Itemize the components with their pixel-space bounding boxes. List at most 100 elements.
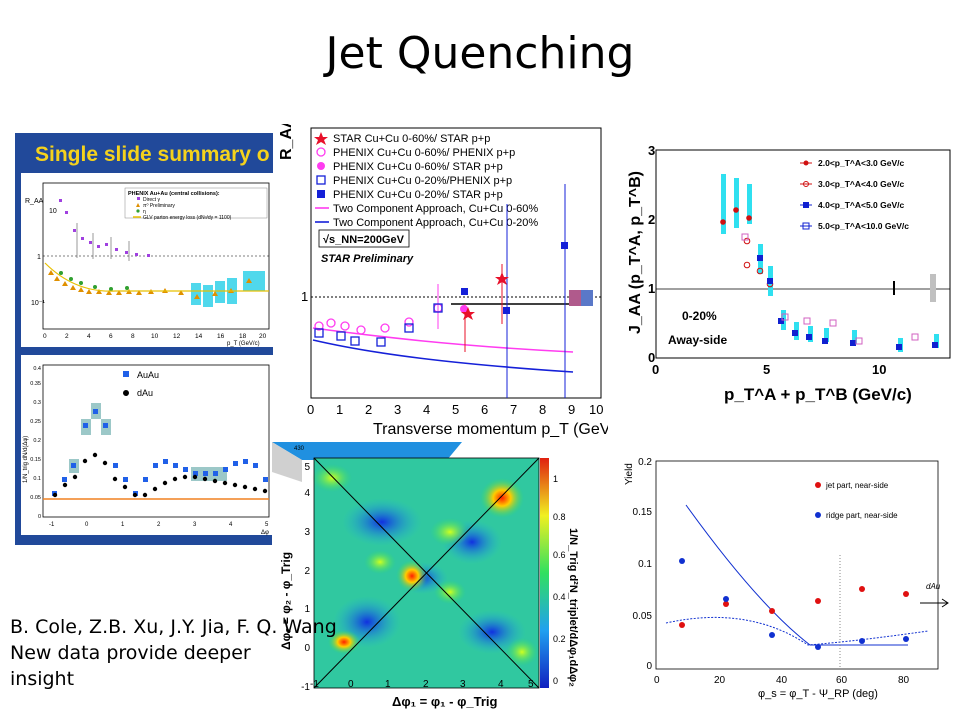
svg-text:-1: -1 xyxy=(301,682,310,693)
svg-text:3: 3 xyxy=(460,679,466,690)
raa-ytick-0.1: 10⁻¹ xyxy=(31,300,45,307)
svg-text:0.1: 0.1 xyxy=(33,476,41,482)
dphi-xticks: -1 0 1 2 3 4 5 xyxy=(49,522,269,528)
jaa-legend: 2.0<p_T^A<3.0 GeV/c 3.0<p_T^A<4.0 GeV/c … xyxy=(800,158,909,231)
two-comp-020-curve xyxy=(312,339,574,373)
legend-text-jaa-2: 3.0<p_T^A<4.0 GeV/c xyxy=(818,179,905,189)
jaa-series-3 xyxy=(757,255,938,350)
citation-caption: B. Cole, Z.B. Xu, J.Y. Jia, F. Q. Wang N… xyxy=(10,614,340,692)
energy-label: √s_NN=200GeV xyxy=(323,234,405,246)
svg-text:2: 2 xyxy=(157,522,161,528)
jaa-series-4 xyxy=(741,233,919,345)
svg-text:0: 0 xyxy=(43,333,47,340)
raa-ytick-1: 1 xyxy=(37,254,41,261)
svg-text:0: 0 xyxy=(646,661,652,672)
yield-legend: jet part, near-side ridge part, near-sid… xyxy=(815,481,898,520)
legend-text-jet: jet part, near-side xyxy=(825,481,889,490)
yield-axes-frame xyxy=(655,460,939,670)
glv-curve xyxy=(44,262,269,292)
svg-text:40: 40 xyxy=(776,675,788,686)
svg-text:0: 0 xyxy=(652,362,659,377)
svg-text:0.05: 0.05 xyxy=(633,611,653,622)
svg-text:4: 4 xyxy=(498,679,504,690)
raa-legend-box xyxy=(124,187,268,219)
summary-banner: Single slide summary o xyxy=(35,143,270,166)
legend-marker-dau xyxy=(123,390,129,396)
legend-marker-direct-gamma xyxy=(137,197,140,200)
svg-text:5: 5 xyxy=(528,679,534,690)
legend-marker-phenix-060-star xyxy=(317,162,325,170)
z-colorbar xyxy=(540,458,549,688)
raa-eta-points xyxy=(59,271,129,291)
slide-title: Jet Quenching xyxy=(325,28,635,79)
legend-text-pi0: π⁰ Preliminary xyxy=(143,203,175,209)
dphi-yticks: 0 0.05 0.1 0.15 0.2 0.25 0.3 0.35 0.4 xyxy=(30,366,41,520)
jet-points xyxy=(679,586,909,628)
corr-ylabel: Δφ₂ = φ₂ - φ_Trig xyxy=(279,552,293,650)
svg-text:1: 1 xyxy=(648,281,655,296)
svg-text:4: 4 xyxy=(87,333,91,340)
legend-text-jaa-3: 4.0<p_T^A<5.0 GeV/c xyxy=(818,200,905,210)
svg-text:0: 0 xyxy=(85,522,89,528)
svg-text:9: 9 xyxy=(568,402,575,417)
svg-text:1: 1 xyxy=(304,604,310,615)
legend-marker-pi0 xyxy=(136,203,140,207)
jaa-side: Away-side xyxy=(668,333,727,347)
svg-text:0.2: 0.2 xyxy=(33,438,41,444)
z-ticks: 0 0.2 0.4 0.6 0.8 1 xyxy=(553,474,566,686)
svg-text:2: 2 xyxy=(65,333,69,340)
svg-text:1: 1 xyxy=(336,402,343,417)
legend-text-phenix-020-phenix: PHENIX Cu+Cu 0-20%/PHENIX p+p xyxy=(333,175,512,187)
raa-legend-items: Direct γ π⁰ Preliminary η GLV parton ene… xyxy=(133,197,232,221)
legend-marker-phenix-060-phenix xyxy=(316,147,326,157)
svg-text:-1: -1 xyxy=(310,679,319,690)
svg-text:6: 6 xyxy=(109,333,113,340)
ridge-points xyxy=(679,558,909,650)
jaa-axes-frame xyxy=(655,149,951,359)
svg-text:10: 10 xyxy=(151,333,159,340)
svg-text:0.35: 0.35 xyxy=(30,381,41,387)
svg-text:3: 3 xyxy=(648,143,655,158)
svg-text:12: 12 xyxy=(173,333,181,340)
svg-text:4: 4 xyxy=(229,522,233,528)
svg-text:1: 1 xyxy=(121,522,125,528)
star-ylabel: R_AA xyxy=(278,124,295,160)
svg-text:3: 3 xyxy=(304,527,310,538)
jaa-norm-box xyxy=(930,274,936,302)
dphi-axes-frame xyxy=(42,364,270,518)
corr-xlabel: Δφ₁ = φ₁ - φ_Trig xyxy=(392,694,497,709)
svg-text:0.1: 0.1 xyxy=(638,559,652,570)
star-xticks: 0 1 2 3 4 5 6 7 8 9 10 xyxy=(307,402,603,417)
svg-text:5: 5 xyxy=(265,522,269,528)
svg-text:2: 2 xyxy=(648,212,655,227)
svg-text:4: 4 xyxy=(423,402,430,417)
svg-text:16: 16 xyxy=(217,333,225,340)
yield-yticks: 0 0.05 0.1 0.15 0.2 xyxy=(633,457,653,672)
legend-text-phenix-060-phenix: PHENIX Cu+Cu 0-60%/ PHENIX p+p xyxy=(333,147,515,159)
corr-yticks: -1 0 1 2 3 4 5 xyxy=(301,462,310,693)
z-label: 1/N_Trig d²N_triplet/dΔφ₁dΔφ₂ xyxy=(567,528,579,687)
legend-text-jaa-4: 5.0<p_T^A<10.0 GeV/c xyxy=(818,221,909,231)
legend-marker-auau xyxy=(123,371,129,377)
dau-label: dAu xyxy=(926,582,941,591)
jaa-centrality: 0-20% xyxy=(682,309,717,323)
svg-text:5: 5 xyxy=(452,402,459,417)
dau-arrow xyxy=(920,598,949,608)
svg-text:-1: -1 xyxy=(49,522,55,528)
legend-marker-eta xyxy=(136,209,140,213)
legend-marker-star xyxy=(314,132,328,145)
ridge-model-curve xyxy=(685,504,908,646)
legend-text-star: STAR Cu+Cu 0-60%/ STAR p+p xyxy=(333,133,490,145)
legend-text-phenix-060-star: PHENIX Cu+Cu 0-60%/ STAR p+p xyxy=(333,161,503,173)
dphi-xlabel: Δφ xyxy=(261,530,269,536)
phenix-060-star-point xyxy=(460,305,468,313)
svg-text:4: 4 xyxy=(304,488,310,499)
legend-marker-phenix-020-star xyxy=(317,190,325,198)
svg-text:0.15: 0.15 xyxy=(30,457,41,463)
svg-text:6: 6 xyxy=(481,402,488,417)
svg-text:2: 2 xyxy=(423,679,429,690)
svg-text:0: 0 xyxy=(307,402,314,417)
svg-text:0.6: 0.6 xyxy=(553,550,566,560)
caption-line-1: B. Cole, Z.B. Xu, J.Y. Jia, F. Q. Wang xyxy=(10,616,337,638)
svg-text:0: 0 xyxy=(553,676,558,686)
